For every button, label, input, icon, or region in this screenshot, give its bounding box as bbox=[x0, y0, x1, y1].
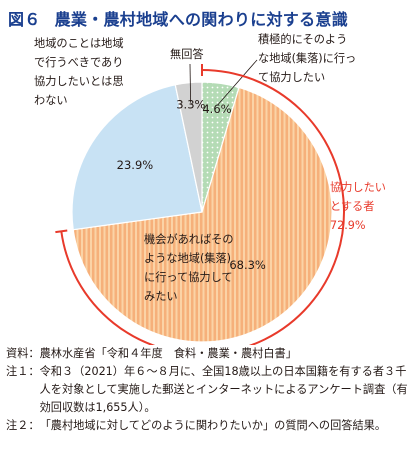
callout-no: 地域のことは地域 で行うべきであり 協力したいとは思 わない bbox=[34, 34, 124, 110]
callout-noanswer: 無回答 bbox=[170, 45, 204, 64]
callout-chance-line-3: に行って協力して bbox=[144, 271, 233, 284]
note-head: 資料： bbox=[6, 347, 40, 360]
note-head: 注１： bbox=[6, 365, 40, 378]
figure-title-text: 農業・農村地域への関わりに対する意識 bbox=[54, 10, 349, 29]
pie-chart: 4.6% 68.3% 23.9% 3.3% bbox=[55, 59, 345, 345]
notes: 資料： 農林水産省「令和４年度 食料・農業・農村白書」 注１： 令和３（2021… bbox=[6, 345, 416, 435]
group-bracket-label-line-2: とする者 bbox=[330, 200, 375, 213]
slice-chance-value-label: 68.3% bbox=[229, 258, 266, 272]
pie-slices bbox=[71, 81, 333, 343]
callout-no-line-2: で行うべきであり bbox=[34, 56, 124, 69]
group-bracket-label-line-3: 72.9% bbox=[330, 219, 366, 232]
callout-no-line-4: わない bbox=[34, 94, 68, 107]
slice-noanswer-value-label: 3.3% bbox=[176, 98, 205, 112]
note-1: 注１： 令和３（2021）年６～８月に、全国18歳以上の日本国籍を有する者３千人… bbox=[6, 363, 416, 417]
note-body: 「農村地域に対してどのように関わりたいか」の質問への回答結果。 bbox=[39, 419, 387, 432]
figure-title: 図６ 農業・農村地域への関わりに対する意識 bbox=[8, 6, 348, 30]
pie-value-labels: 4.6% 68.3% 23.9% 3.3% bbox=[117, 98, 266, 273]
callout-chance-line-1: 機会があればその bbox=[144, 233, 234, 246]
note-body: 令和３（2021）年６～８月に、全国18歳以上の日本国籍を有する者３千人を対象と… bbox=[39, 365, 408, 414]
slice-active-value-label: 4.6% bbox=[202, 102, 231, 116]
figure-number: 図６ bbox=[8, 10, 41, 29]
callout-active-line-3: て協力したい bbox=[258, 71, 326, 84]
callout-no-line-3: 協力したいとは思 bbox=[34, 75, 124, 88]
group-bracket-arc bbox=[60, 69, 345, 345]
note-source: 資料： 農林水産省「令和４年度 食料・農業・農村白書」 bbox=[6, 345, 416, 363]
group-bracket-label-line-1: 協力したい bbox=[330, 181, 386, 194]
group-bracket-label: 協力したい とする者 72.9% bbox=[330, 178, 386, 235]
note-2: 注２： 「農村地域に対してどのように関わりたいか」の質問への回答結果。 bbox=[6, 417, 416, 435]
slice-no bbox=[71, 84, 203, 231]
callout-chance-line-2: ような地域(集落) bbox=[144, 252, 232, 265]
group-bracket-tick-end bbox=[55, 229, 68, 234]
callout-no-line-1: 地域のことは地域 bbox=[34, 37, 124, 50]
note-body: 農林水産省「令和４年度 食料・農業・農村白書」 bbox=[39, 347, 297, 360]
callout-active: 積極的にそのよう な地域(集落)に行っ て協力したい bbox=[258, 30, 356, 87]
leader-line-noanswer bbox=[189, 63, 192, 103]
leader-lines bbox=[189, 59, 258, 106]
slice-no-value-label: 23.9% bbox=[117, 158, 154, 172]
callout-chance: 機会があればその ような地域(集落) に行って協力して みたい bbox=[144, 230, 234, 306]
callout-noanswer-text: 無回答 bbox=[170, 48, 204, 61]
note-head: 注２： bbox=[6, 419, 40, 432]
callout-active-line-2: な地域(集落)に行っ bbox=[258, 52, 357, 65]
leader-line-active bbox=[217, 59, 258, 106]
slice-noanswer bbox=[174, 81, 203, 213]
callout-active-line-1: 積極的にそのよう bbox=[258, 33, 348, 46]
callout-chance-line-4: みたい bbox=[144, 290, 178, 303]
slice-chance bbox=[72, 86, 333, 343]
